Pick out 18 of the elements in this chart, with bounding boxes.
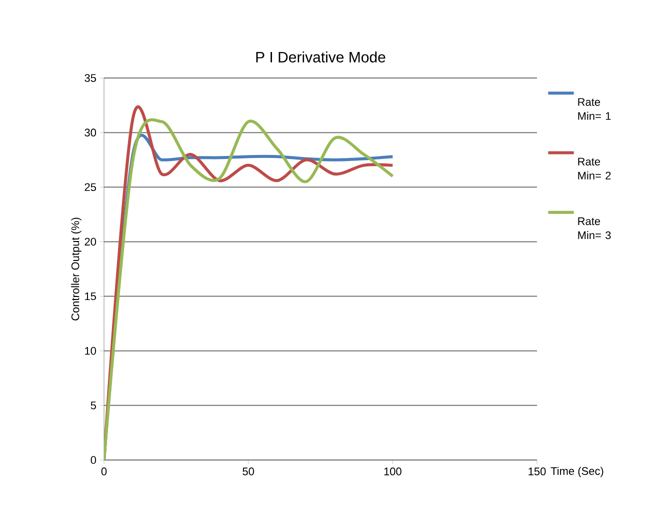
x-tick-label: 50 [242, 468, 254, 476]
x-axis-title: Time (Sec) [550, 466, 604, 478]
y-tick-label: 25 [84, 183, 96, 192]
y-tick-label: 35 [84, 74, 96, 82]
y-tick-label: 0 [90, 456, 96, 464]
y-tick-label: 10 [85, 346, 96, 355]
y-tick-label: 30 [84, 128, 96, 136]
chart-title: P I Derivative Mode [256, 51, 386, 62]
x-tick-label: 0 [101, 468, 107, 476]
y-tick-label: 15 [85, 292, 96, 300]
y-tick-label: 5 [90, 402, 96, 410]
y-axis-title: Controller Output (%) [71, 218, 82, 320]
text: Rate Min= 1 [578, 98, 611, 120]
y-tick-label: 20 [84, 238, 96, 246]
x-tick-label: 100 [384, 468, 402, 476]
text: Rate Min= 2 [578, 158, 611, 180]
text: Rate Min= 3 [578, 217, 611, 240]
x-tick-label: 150 [528, 468, 546, 476]
